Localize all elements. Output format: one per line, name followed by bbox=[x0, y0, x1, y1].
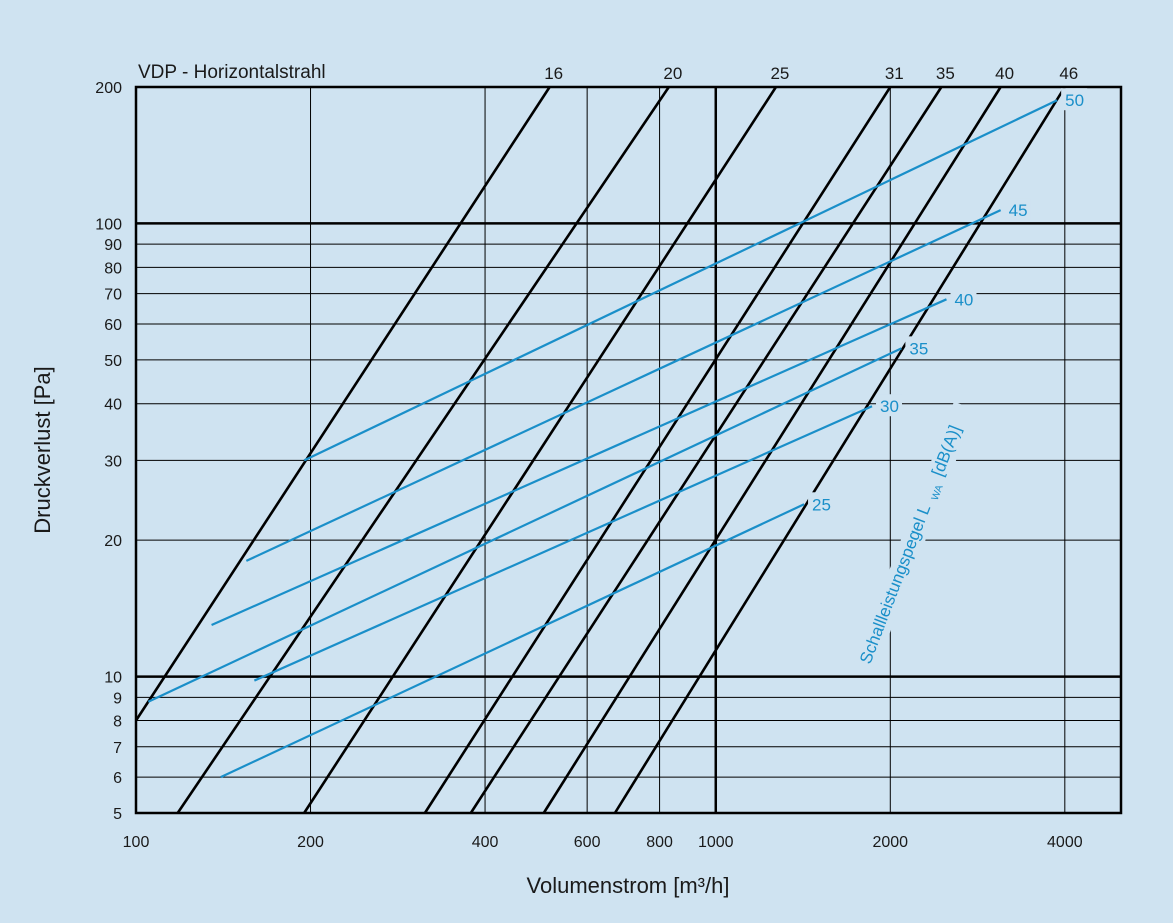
sound-level-label: 30 bbox=[880, 397, 899, 416]
size-line bbox=[303, 86, 778, 814]
size-line bbox=[134, 86, 551, 722]
chart-title: VDP - Horizontalstrahl bbox=[138, 62, 326, 83]
sound-level-label-background bbox=[1004, 198, 1031, 221]
x-tick-label: 4000 bbox=[1047, 834, 1083, 851]
legend-subscript: WA bbox=[930, 483, 946, 502]
sound-level-label-background bbox=[905, 336, 932, 359]
x-tick-label: 800 bbox=[646, 834, 673, 851]
sound-level-line bbox=[303, 99, 1058, 462]
size-line bbox=[176, 86, 670, 814]
y-tick-label: 5 bbox=[113, 806, 122, 823]
size-line bbox=[613, 86, 1066, 814]
y-tick-label: 10 bbox=[104, 670, 122, 687]
line-labels: 25 30 35 40 45 50 16 20 25 31 35 40 46 bbox=[544, 64, 1088, 515]
y-tick-label: 90 bbox=[104, 237, 122, 254]
x-tick-label: 400 bbox=[472, 834, 499, 851]
y-tick-label: 200 bbox=[95, 80, 122, 97]
y-tick-label: 7 bbox=[113, 740, 122, 757]
sound-level-label: 25 bbox=[812, 495, 831, 514]
tick-labels: 100 200 400 600 800 1000 2000 4000 5 6 7 8 9 10 20 30 40… bbox=[95, 80, 1082, 851]
size-line-label: 20 bbox=[663, 64, 682, 83]
y-tick-label: 60 bbox=[104, 317, 122, 334]
legend-background bbox=[853, 401, 976, 672]
sound-level-line bbox=[147, 347, 902, 703]
sound-level-line bbox=[253, 405, 873, 682]
y-tick-label: 30 bbox=[104, 453, 122, 470]
plot-frame bbox=[134, 85, 1123, 815]
sound-level-label: 35 bbox=[909, 339, 928, 358]
sound-level-line bbox=[220, 503, 805, 779]
x-tick-label: 200 bbox=[297, 834, 324, 851]
x-axis-title: Volumenstrom [m³/h] bbox=[527, 873, 730, 898]
sound-level-label-background bbox=[876, 394, 903, 417]
y-tick-label: 100 bbox=[95, 216, 122, 233]
size-line bbox=[469, 86, 943, 814]
sound-level-label-background bbox=[950, 287, 977, 310]
y-tick-label: 40 bbox=[104, 397, 122, 414]
y-tick-label: 9 bbox=[113, 690, 122, 707]
size-line-label: 25 bbox=[770, 64, 789, 83]
y-tick-label: 50 bbox=[104, 353, 122, 370]
sound-level-label: 40 bbox=[954, 290, 973, 309]
sound-level-label-background bbox=[808, 492, 835, 515]
sound-level-line bbox=[211, 298, 947, 626]
x-tick-label: 100 bbox=[123, 834, 150, 851]
size-line-label: 35 bbox=[936, 64, 955, 83]
sound-level-lines bbox=[147, 99, 1058, 779]
size-line-label: 31 bbox=[885, 64, 904, 83]
y-tick-label: 20 bbox=[104, 533, 122, 550]
size-line-label: 46 bbox=[1059, 64, 1078, 83]
x-tick-label: 600 bbox=[574, 834, 601, 851]
size-line bbox=[423, 86, 892, 814]
sound-level-line bbox=[245, 209, 1002, 562]
sound-level-label-background bbox=[1061, 88, 1088, 111]
size-line-label: 40 bbox=[995, 64, 1014, 83]
y-tick-label: 8 bbox=[113, 713, 122, 730]
sound-level-label: 45 bbox=[1009, 201, 1028, 220]
x-tick-label: 1000 bbox=[698, 834, 734, 851]
y-axis-title: Druckverlust [Pa] bbox=[30, 366, 55, 534]
y-tick-label: 6 bbox=[113, 770, 122, 787]
sound-level-label: 50 bbox=[1065, 91, 1084, 110]
x-tick-label: 2000 bbox=[872, 834, 908, 851]
y-tick-label: 80 bbox=[104, 260, 122, 277]
y-tick-label: 70 bbox=[104, 287, 122, 304]
size-line-label: 16 bbox=[544, 64, 563, 83]
